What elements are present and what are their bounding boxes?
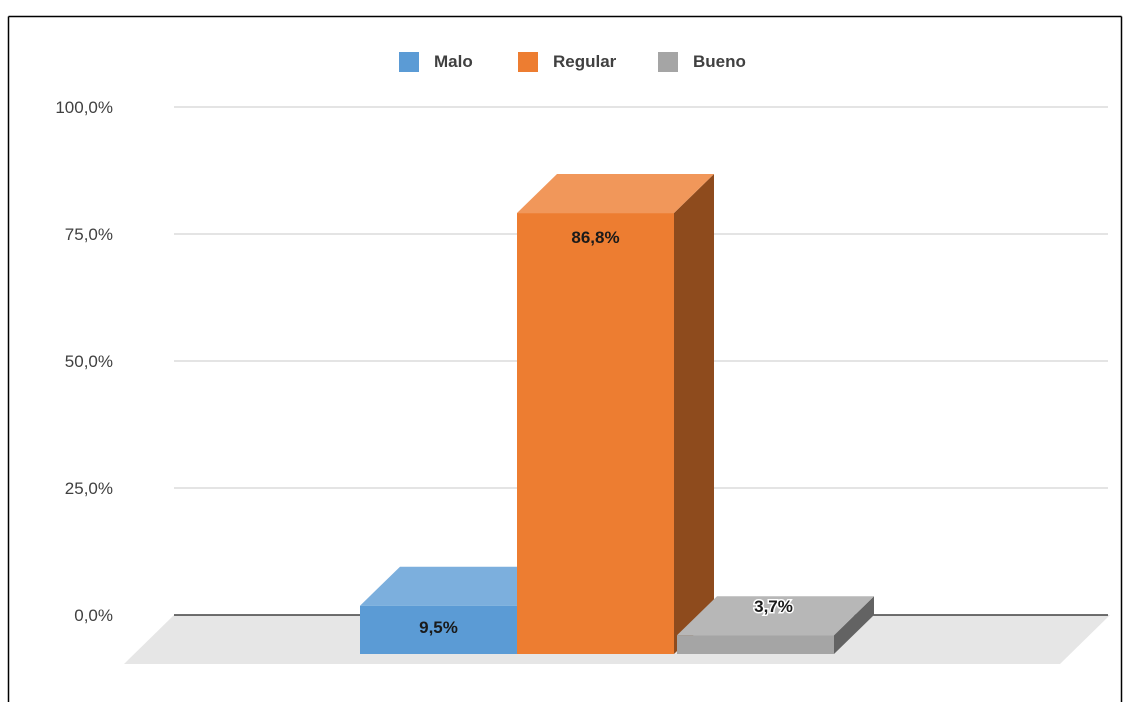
bar-regular xyxy=(517,174,714,654)
legend-swatch xyxy=(658,52,678,72)
legend-swatch xyxy=(518,52,538,72)
y-tick-label: 75,0% xyxy=(65,225,113,244)
legend-label: Malo xyxy=(434,52,473,71)
bar-top xyxy=(677,596,874,636)
data-label: 3,7% xyxy=(754,597,793,616)
y-tick-label: 50,0% xyxy=(65,352,113,371)
data-label: 9,5% xyxy=(419,618,458,637)
legend-item-bueno: Bueno xyxy=(658,52,746,72)
legend-item-regular: Regular xyxy=(518,52,617,72)
bar-side xyxy=(834,596,874,654)
legend-item-malo: Malo xyxy=(399,52,473,72)
bar-top xyxy=(517,174,714,214)
bar-bueno xyxy=(677,596,874,654)
legend: Malo Regular Bueno xyxy=(399,52,746,72)
bars xyxy=(360,174,874,654)
bar-side xyxy=(674,174,714,654)
legend-label: Regular xyxy=(553,52,617,71)
y-tick-label: 0,0% xyxy=(74,606,113,625)
y-tick-label: 100,0% xyxy=(55,98,113,117)
data-labels: 9,5% 86,8% 3,7% xyxy=(419,228,794,637)
bar-front xyxy=(517,213,674,654)
y-tick-label: 25,0% xyxy=(65,479,113,498)
chart-border xyxy=(7,15,1123,702)
bar-top xyxy=(360,566,557,606)
data-label: 86,8% xyxy=(571,228,619,247)
y-axis-ticks: 0,0% 25,0% 50,0% 75,0% 100,0% xyxy=(55,98,113,625)
bar-front xyxy=(677,635,834,654)
legend-swatch xyxy=(399,52,419,72)
bar-front xyxy=(360,605,517,654)
legend-label: Bueno xyxy=(693,52,746,71)
